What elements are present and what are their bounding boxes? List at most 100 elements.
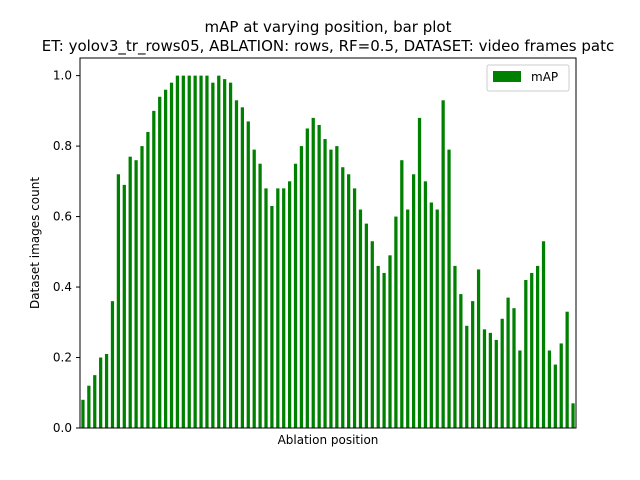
bar [282, 188, 286, 428]
bar [246, 121, 250, 429]
bar [559, 343, 563, 428]
bar [299, 146, 304, 428]
y-tick-label: 1.0 [53, 69, 72, 83]
bar [276, 188, 280, 428]
bar [258, 163, 262, 428]
bar [323, 139, 327, 429]
bar [565, 311, 569, 428]
bar [494, 339, 498, 428]
bar [128, 156, 132, 429]
chart-subtitle: ET: yolov3_tr_rows05, ABLATION: rows, RF… [42, 37, 614, 56]
bar [471, 301, 475, 428]
legend: mAP [486, 64, 570, 92]
bar [158, 96, 162, 428]
bar [500, 318, 504, 428]
bar [364, 223, 369, 428]
plot-frame [79, 57, 577, 429]
bar [217, 75, 221, 429]
bar [376, 265, 380, 428]
bar [417, 117, 422, 429]
bar [93, 375, 97, 428]
bar [465, 325, 469, 428]
bar [335, 146, 339, 428]
bar [187, 75, 191, 429]
bar [412, 174, 416, 428]
bar [358, 209, 363, 428]
bar [152, 110, 156, 429]
bar [506, 297, 510, 428]
y-axis: 0.0 0.2 0.4 0.6 0.8 1.0 [53, 69, 80, 435]
bar [459, 294, 463, 428]
bar [211, 82, 215, 429]
chart-title: mAP at varying position, bar plot [205, 18, 452, 36]
bar [400, 160, 404, 428]
bar [122, 184, 126, 428]
bar [223, 79, 227, 428]
bar [240, 107, 245, 428]
bar [447, 149, 451, 428]
bar [571, 403, 575, 428]
bar [488, 332, 493, 428]
bar [181, 75, 185, 429]
bar [293, 163, 298, 428]
bar [199, 75, 203, 429]
bar [205, 75, 209, 429]
y-tick-label: 0.2 [53, 351, 72, 365]
bar [541, 241, 546, 428]
bar [270, 206, 274, 428]
bar [228, 82, 233, 429]
bar [536, 265, 540, 428]
bar [329, 149, 333, 428]
bar [134, 160, 138, 428]
bar [518, 350, 522, 428]
legend-label-map: mAP [531, 70, 558, 84]
bar [193, 75, 197, 429]
bar [110, 301, 115, 428]
y-tick-label: 0.4 [53, 280, 72, 294]
y-tick-label: 0.8 [53, 139, 72, 153]
bar [116, 174, 121, 428]
bar [482, 329, 487, 428]
bar [169, 82, 174, 429]
bar [164, 89, 168, 429]
bar [140, 146, 144, 428]
y-tick-label: 0.6 [53, 210, 72, 224]
bar [453, 265, 457, 428]
bar [99, 357, 103, 428]
bar [104, 354, 109, 428]
y-axis-label: Dataset images count [28, 177, 42, 309]
bar [370, 241, 374, 428]
bar [476, 269, 481, 428]
bar [288, 181, 292, 428]
bar [441, 100, 445, 428]
bar [435, 209, 439, 428]
bar [547, 350, 552, 428]
y-tick-label: 0.0 [53, 421, 72, 435]
bar [423, 181, 428, 428]
bar [524, 280, 528, 428]
x-axis-label: Ablation position [278, 433, 379, 447]
bar [429, 202, 433, 428]
bar [530, 272, 534, 428]
bar [553, 364, 557, 428]
bar [317, 124, 321, 428]
bar-series-map [81, 75, 575, 429]
bar [305, 128, 309, 429]
bar [252, 149, 256, 428]
legend-swatch [493, 71, 521, 82]
bar [234, 100, 239, 428]
bar [264, 188, 268, 428]
bar [146, 132, 150, 428]
bar [406, 209, 410, 428]
bar [175, 75, 180, 429]
bar [87, 385, 91, 428]
bar [394, 216, 398, 428]
bar [311, 117, 315, 429]
bar [347, 174, 351, 428]
bar [352, 188, 357, 428]
bar [341, 167, 345, 429]
bar [512, 308, 516, 428]
bar [388, 255, 392, 428]
bar [382, 272, 386, 428]
